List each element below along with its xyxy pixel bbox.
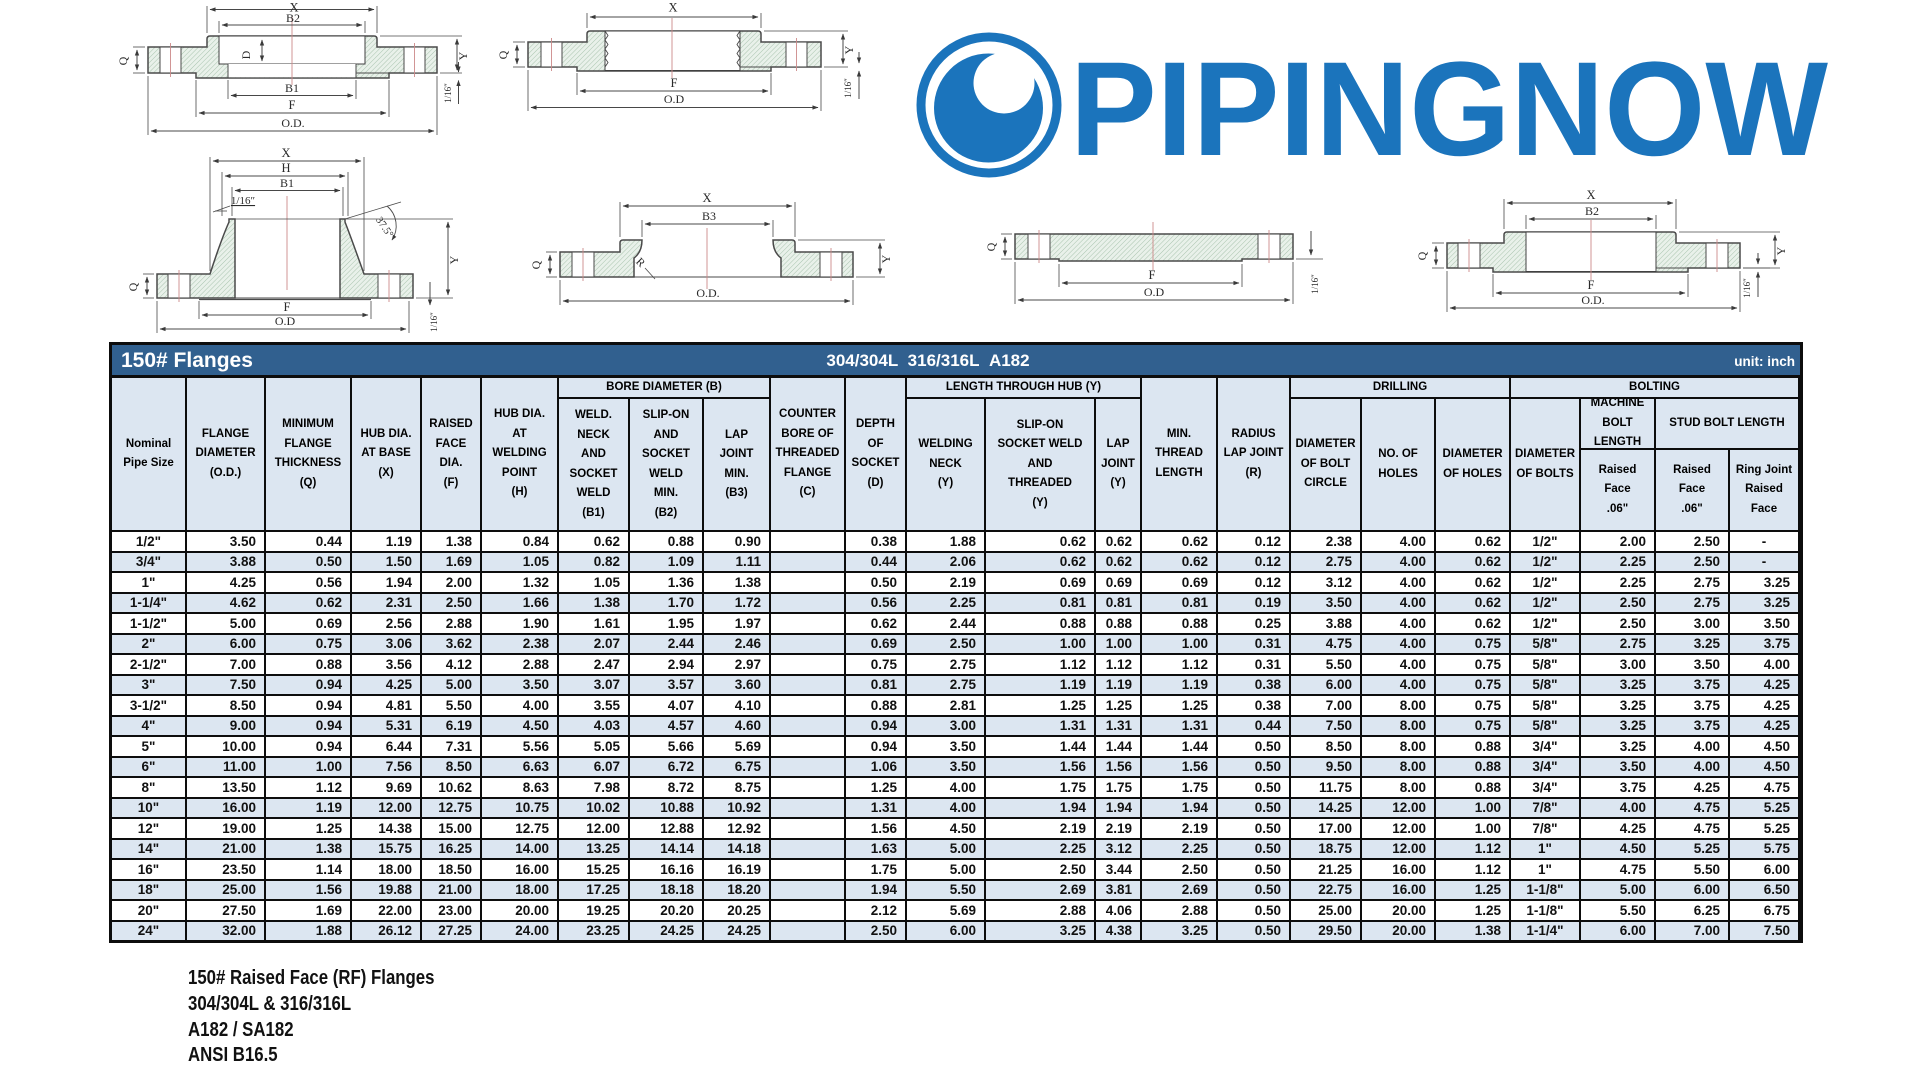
svg-text:1/16″: 1/16″ xyxy=(1742,278,1752,298)
svg-text:Y: Y xyxy=(447,255,461,264)
svg-text:O.D: O.D xyxy=(664,92,685,106)
svg-text:B2: B2 xyxy=(286,11,300,25)
svg-text:PIPINGNOW: PIPINGNOW xyxy=(1070,35,1828,184)
svg-text:O.D.: O.D. xyxy=(1581,293,1604,307)
svg-text:F: F xyxy=(671,76,678,90)
svg-text:B3: B3 xyxy=(702,209,716,223)
svg-text:1/16″: 1/16″ xyxy=(843,78,853,98)
svg-text:1/16″: 1/16″ xyxy=(443,83,453,103)
svg-text:Q: Q xyxy=(496,50,510,59)
svg-text:Q: Q xyxy=(529,260,543,269)
svg-text:F: F xyxy=(289,98,296,112)
svg-text:Y: Y xyxy=(456,51,470,60)
svg-text:O.D.: O.D. xyxy=(696,286,719,300)
svg-text:B1: B1 xyxy=(285,81,299,95)
svg-text:B1: B1 xyxy=(280,176,294,190)
svg-text:H: H xyxy=(281,161,290,175)
svg-text:Y: Y xyxy=(879,254,893,263)
svg-text:Q: Q xyxy=(984,242,998,251)
svg-text:O.D: O.D xyxy=(1144,285,1165,299)
svg-text:Q: Q xyxy=(1415,251,1429,260)
svg-text:1/16″: 1/16″ xyxy=(231,195,255,207)
svg-text:Q: Q xyxy=(126,282,140,291)
svg-text:B2: B2 xyxy=(1585,204,1599,218)
svg-text:1/16″: 1/16″ xyxy=(1310,274,1320,294)
svg-text:O.D: O.D xyxy=(275,314,296,328)
svg-text:X: X xyxy=(281,146,290,160)
svg-text:F: F xyxy=(1149,268,1156,282)
svg-text:X: X xyxy=(289,1,298,15)
svg-text:X: X xyxy=(1586,188,1595,202)
svg-text:O.D.: O.D. xyxy=(281,116,304,130)
svg-text:X: X xyxy=(668,1,677,15)
svg-text:1/16″: 1/16″ xyxy=(429,312,439,332)
svg-text:D: D xyxy=(239,50,253,59)
svg-text:X: X xyxy=(702,191,711,205)
svg-text:F: F xyxy=(1588,278,1595,292)
svg-text:Y: Y xyxy=(842,45,856,54)
svg-text:Q: Q xyxy=(116,56,130,65)
svg-text:F: F xyxy=(284,300,291,314)
svg-text:Y: Y xyxy=(1774,246,1788,255)
